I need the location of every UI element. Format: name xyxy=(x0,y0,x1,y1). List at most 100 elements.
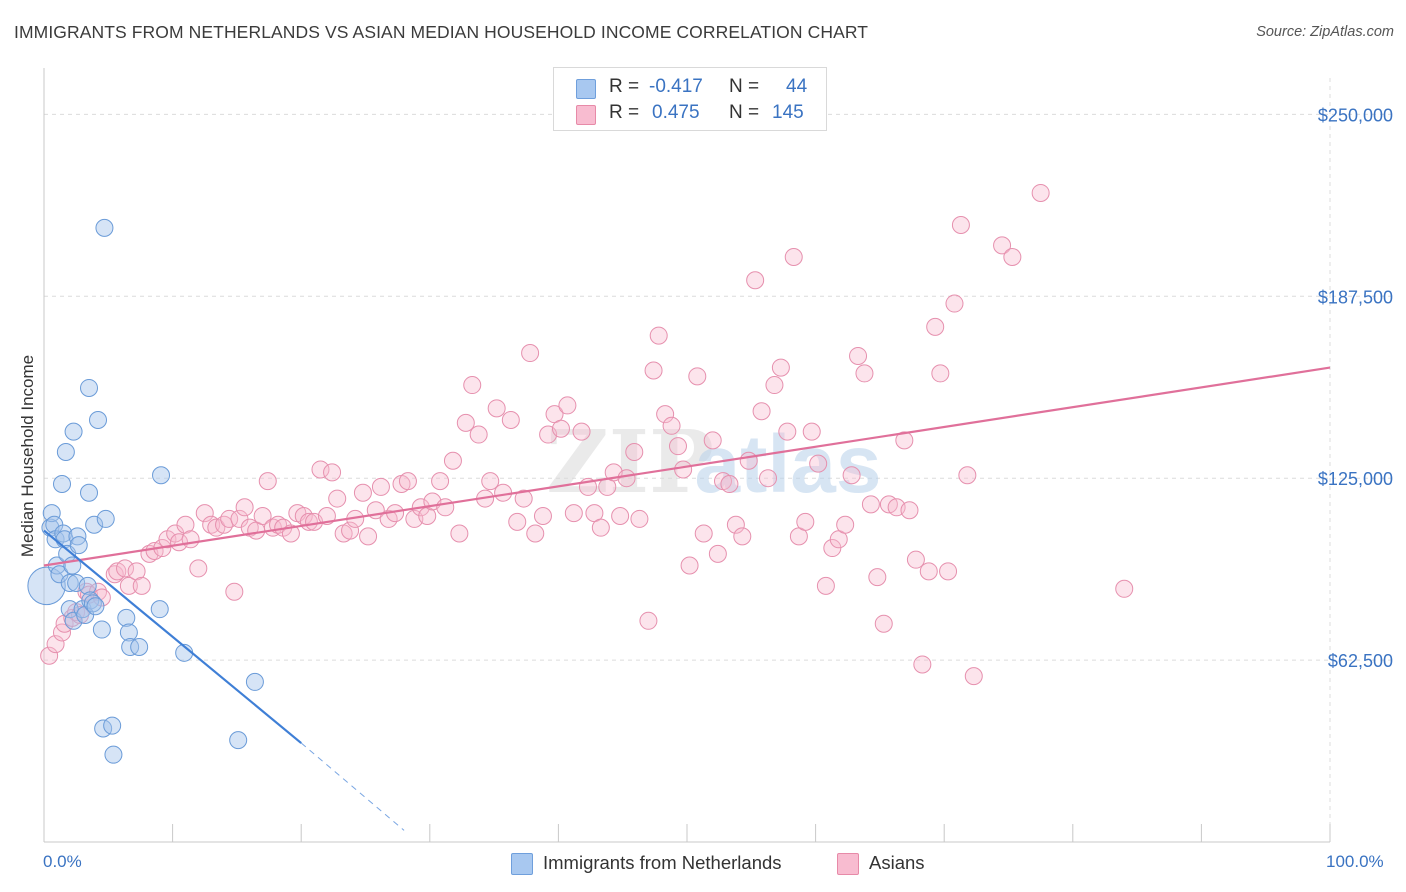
watermark-atlas: atlas xyxy=(695,419,882,510)
asians-point xyxy=(189,559,208,578)
asians-point xyxy=(733,527,752,546)
legend-r-label: R = xyxy=(609,76,640,97)
asians-point xyxy=(127,562,146,581)
x-axis-min-label: 0.0% xyxy=(43,852,82,871)
asians-point xyxy=(436,498,455,517)
asians-point xyxy=(945,294,964,313)
asians-point xyxy=(105,565,124,584)
asians-point xyxy=(639,611,658,630)
asians-point xyxy=(855,364,874,383)
asians-point xyxy=(842,466,861,485)
asians-point xyxy=(951,215,970,234)
legend-r-value: 0.475 xyxy=(652,102,700,123)
asians-point xyxy=(235,498,254,517)
netherlands-point xyxy=(86,597,105,616)
netherlands-point xyxy=(60,600,79,619)
asians-point xyxy=(771,358,790,377)
asians-point xyxy=(680,556,699,575)
asians-point xyxy=(778,422,797,441)
netherlands-point xyxy=(27,566,66,606)
asians-point xyxy=(874,614,893,633)
asians-point xyxy=(456,413,475,432)
asians-point xyxy=(311,460,330,479)
asians-point xyxy=(784,247,803,266)
asians-point xyxy=(323,463,342,482)
asians-point xyxy=(649,326,668,345)
asians-point xyxy=(1031,183,1050,202)
asians-point xyxy=(906,550,925,569)
netherlands-point xyxy=(56,442,75,461)
asians-point xyxy=(132,576,151,595)
netherlands-point xyxy=(229,731,248,750)
asians-point xyxy=(617,469,636,488)
asians-point xyxy=(802,422,821,441)
netherlands-point xyxy=(95,218,114,237)
y-tick-label: $62,500 xyxy=(1328,651,1393,671)
netherlands-point xyxy=(104,745,123,764)
asians-point xyxy=(752,402,771,421)
asians-point xyxy=(328,489,347,508)
asians-point xyxy=(564,504,583,523)
y-tick-label: $250,000 xyxy=(1318,105,1393,125)
netherlands-point xyxy=(152,466,171,485)
y-tick-label: $125,000 xyxy=(1318,469,1393,489)
netherlands-point xyxy=(81,591,100,610)
axes xyxy=(43,68,1331,843)
asians-point xyxy=(258,472,277,491)
legend-swatch-asians xyxy=(576,105,596,125)
netherlands-point xyxy=(67,573,86,592)
asians-point xyxy=(443,451,462,470)
netherlands-point xyxy=(130,637,149,656)
asians-point xyxy=(939,562,958,581)
netherlands-point xyxy=(53,475,72,494)
asians-point xyxy=(341,521,360,540)
asians-point xyxy=(816,576,835,595)
legend-n-label: N = xyxy=(729,102,760,123)
asians-point xyxy=(1115,579,1134,598)
asians-point xyxy=(119,576,138,595)
asians-point xyxy=(371,477,390,496)
legend-n-value: 44 xyxy=(786,76,808,97)
watermark-zip: ZIP xyxy=(546,412,714,513)
asians-point xyxy=(668,437,687,456)
asians-point xyxy=(551,419,570,438)
asians-point xyxy=(746,271,765,290)
asians-point xyxy=(796,512,815,531)
netherlands-point xyxy=(85,515,104,534)
netherlands-point xyxy=(54,524,73,543)
legend-swatch-netherlands xyxy=(576,79,596,99)
asians-point xyxy=(611,507,630,526)
asians-point xyxy=(726,515,745,534)
asians-point xyxy=(809,454,828,473)
netherlands-point xyxy=(117,608,136,627)
asians-point xyxy=(225,582,244,601)
netherlands-point xyxy=(89,410,108,429)
asians-point xyxy=(46,635,65,654)
asians-point xyxy=(116,559,135,578)
asians-point xyxy=(202,515,221,534)
asians-point xyxy=(253,507,272,526)
asians-point xyxy=(644,361,663,380)
source-label: Source: ZipAtlas.com xyxy=(1256,24,1394,40)
netherlands-point xyxy=(69,536,88,555)
netherlands-point xyxy=(96,509,115,528)
netherlands-point xyxy=(121,637,140,656)
asians-point xyxy=(359,527,378,546)
asians-point xyxy=(215,515,234,534)
asians-point xyxy=(836,515,855,534)
asians-point xyxy=(926,317,945,336)
asians-point xyxy=(181,530,200,549)
bottom-legend-label: Immigrants from Netherlands xyxy=(543,852,782,873)
bottom-legend-swatch-asians xyxy=(837,853,859,875)
asians-point xyxy=(919,562,938,581)
asians-point xyxy=(40,646,59,665)
stats-legend: R = -0.417 N = 44 R = 0.475 N = 145 xyxy=(553,67,827,131)
asians-point xyxy=(494,483,513,502)
x-axis-max-label: 100.0% xyxy=(1326,852,1384,871)
asians-point xyxy=(630,509,649,528)
netherlands-point xyxy=(78,576,97,595)
asians-point xyxy=(1003,247,1022,266)
asians-point xyxy=(176,515,195,534)
bottom-legend-label: Asians xyxy=(869,852,925,873)
